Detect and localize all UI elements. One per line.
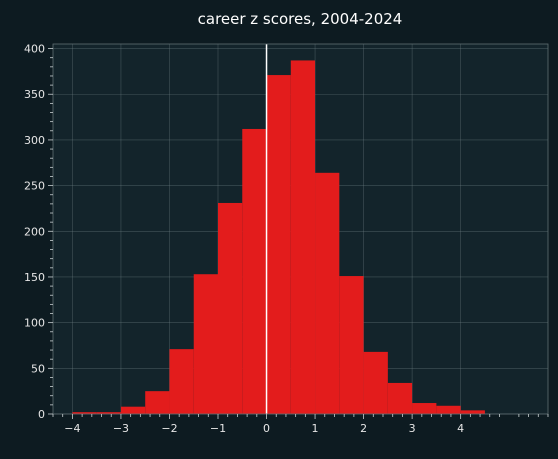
histogram-bar <box>242 128 267 415</box>
x-tick-label: 0 <box>263 422 270 435</box>
axis-ticks <box>48 48 549 419</box>
x-tick-label: 3 <box>409 422 416 435</box>
histogram-bar <box>96 412 121 414</box>
plot-frame <box>52 43 549 415</box>
histogram-bar <box>460 410 485 414</box>
histogram-bar <box>72 412 97 414</box>
x-tick-label: 1 <box>312 422 319 435</box>
histogram-bar <box>218 202 243 414</box>
y-tick-label: 250 <box>24 180 45 193</box>
x-tick-label: 4 <box>457 422 464 435</box>
x-tick-label: −1 <box>210 422 226 435</box>
y-tick-label: 50 <box>31 362 45 375</box>
histogram-bar <box>315 172 340 414</box>
histogram-bar <box>412 403 437 414</box>
y-tick-label: 0 <box>38 408 45 421</box>
x-tick-label: −2 <box>161 422 177 435</box>
tick-labels: −4 −3 −2 −1 0 1 2 3 4 0 50 100 150 200 250 300 350 400 <box>24 43 464 435</box>
x-tick-label: −3 <box>113 422 129 435</box>
y-tick-label: 100 <box>24 317 45 330</box>
histogram-bar <box>266 75 291 414</box>
x-tick-label: 2 <box>360 422 367 435</box>
histogram-bar <box>387 382 413 414</box>
y-tick-label: 400 <box>24 43 45 56</box>
histogram-bar <box>120 406 146 414</box>
x-tick-label: −4 <box>64 422 80 435</box>
chart-title: career z scores, 2004-2024 <box>198 10 403 28</box>
histogram-bar <box>193 274 218 414</box>
histogram-bar <box>363 351 388 414</box>
y-tick-label: 300 <box>24 134 45 147</box>
y-tick-label: 150 <box>24 271 45 284</box>
histogram-bar <box>145 391 170 414</box>
histogram-bar <box>436 405 461 414</box>
y-tick-label: 200 <box>24 225 45 238</box>
histogram-bar <box>290 60 316 414</box>
histogram-bar <box>169 349 194 414</box>
histogram-bar <box>339 276 364 414</box>
histogram-bars <box>72 60 485 415</box>
y-tick-label: 350 <box>24 88 45 101</box>
